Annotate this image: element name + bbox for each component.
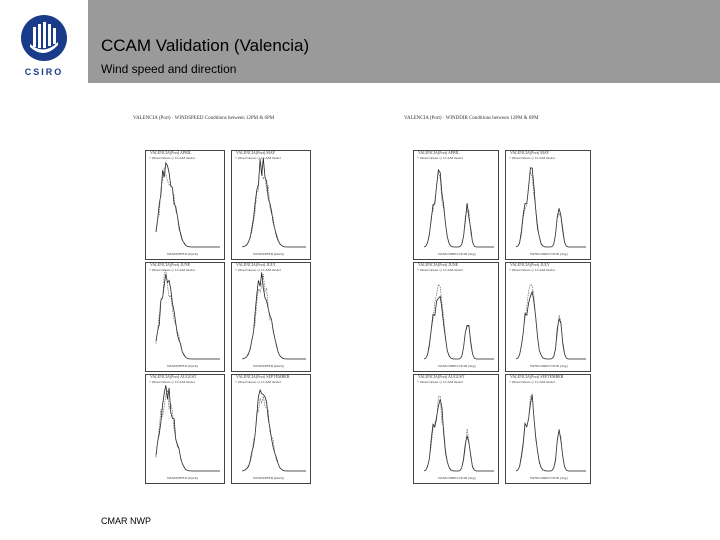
footer-text: CMAR NWP [101, 516, 151, 526]
right-figure-title: VALENCIA (Port) · WINDDIR Conditions bet… [404, 116, 539, 121]
panel-label: VALENCIA(Port) JUNE [150, 262, 191, 267]
model-series [155, 167, 220, 248]
panel-plot [155, 385, 220, 472]
panel-legend: + Observations ◇ CCAM model [417, 156, 463, 160]
panel-xlabel: WINDSPEED (km/h) [167, 252, 198, 256]
panel-legend: + Observations ◇ CCAM model [235, 156, 281, 160]
panel-label: VALENCIA(Port) MAY [236, 150, 276, 155]
panel-legend: + Observations ◇ CCAM model [235, 380, 281, 384]
panel-plot [423, 168, 494, 248]
model-series [155, 390, 220, 472]
panel-xlabel: WIND DIRECTION (deg) [438, 364, 476, 368]
panel-plot [155, 161, 220, 248]
panel-xlabel: WIND DIRECTION (deg) [438, 476, 476, 480]
panel-xlabel: WINDSPEED (km/h) [253, 476, 284, 480]
observations-series [423, 399, 494, 472]
panel-label: VALENCIA(Port) AUGUST [150, 374, 197, 379]
panel-xlabel: WIND DIRECTION (deg) [438, 252, 476, 256]
windspeed-panel: VALENCIA(Port) AUGUST + Observations ◇ CC… [145, 374, 225, 484]
observations-series [241, 272, 306, 360]
winddir-panel: VALENCIA(Port) APRIL + Observations ◇ CCA… [413, 150, 499, 260]
observations-series [515, 290, 586, 360]
csiro-logo: CSIRO [0, 0, 88, 83]
winddir-panel: VALENCIA(Port) SEPTEMBER + Observations ◇… [505, 374, 591, 484]
panel-label: VALENCIA(Port) MAY [510, 150, 550, 155]
panel-plot [515, 167, 586, 248]
slide-title: CCAM Validation (Valencia) [101, 36, 310, 55]
panel-xlabel: WINDSPEED (km/h) [167, 476, 198, 480]
winddir-panel: VALENCIA(Port) JUNE + Observations ◇ CCAM… [413, 262, 499, 372]
panel-legend: + Observations ◇ CCAM model [149, 156, 195, 160]
windspeed-panel: VALENCIA(Port) JUNE + Observations ◇ CCAM… [145, 262, 225, 372]
observations-series [423, 168, 494, 248]
model-series [423, 172, 494, 248]
header: CSIRO CCAM Validation (Valencia) Wind sp… [0, 0, 720, 83]
panel-label: VALENCIA(Port) SEPTEMBER [510, 374, 564, 379]
panel-plot [515, 283, 586, 360]
panel-label: VALENCIA(Port) JULY [510, 262, 550, 267]
panel-legend: + Observations ◇ CCAM model [417, 268, 463, 272]
panel-legend: + Observations ◇ CCAM model [509, 380, 555, 384]
model-series [515, 171, 586, 248]
panel-xlabel: WIND DIRECTION (deg) [530, 252, 568, 256]
observations-series [155, 274, 220, 360]
panel-label: VALENCIA(Port) JULY [236, 262, 276, 267]
panel-plot [423, 395, 494, 472]
windspeed-panel: VALENCIA(Port) APRIL + Observations ◇ CCA… [145, 150, 225, 260]
windspeed-panel: VALENCIA(Port) SEPTEMBER + Observations ◇… [231, 374, 311, 484]
winddir-panel: VALENCIA(Port) AUGUST + Observations ◇ CC… [413, 374, 499, 484]
panel-xlabel: WIND DIRECTION (deg) [530, 364, 568, 368]
observations-series [241, 388, 306, 472]
panel-xlabel: WINDSPEED (km/h) [253, 364, 284, 368]
model-series [423, 395, 494, 472]
panel-legend: + Observations ◇ CCAM model [149, 380, 195, 384]
panel-legend: + Observations ◇ CCAM model [417, 380, 463, 384]
panel-plot [241, 272, 306, 360]
observations-series [155, 161, 220, 248]
panel-plot [241, 158, 306, 248]
panel-legend: + Observations ◇ CCAM model [235, 268, 281, 272]
svg-text:CSIRO: CSIRO [25, 67, 64, 77]
observations-series [515, 394, 586, 472]
model-series [515, 393, 586, 472]
panel-legend: + Observations ◇ CCAM model [149, 268, 195, 272]
panel-label: VALENCIA(Port) APRIL [150, 150, 192, 155]
model-series [241, 158, 306, 248]
panel-plot [423, 283, 494, 360]
observations-series [155, 385, 220, 472]
title-bar [88, 0, 720, 83]
panel-plot [241, 388, 306, 472]
panel-plot [515, 393, 586, 472]
panel-xlabel: WINDSPEED (km/h) [167, 364, 198, 368]
windspeed-panel: VALENCIA(Port) MAY + Observations ◇ CCAM … [231, 150, 311, 260]
model-series [423, 283, 494, 360]
model-series [515, 283, 586, 360]
panel-label: VALENCIA(Port) APRIL [418, 150, 460, 155]
observations-series [515, 167, 586, 248]
observations-series [241, 158, 306, 248]
panel-xlabel: WIND DIRECTION (deg) [530, 476, 568, 480]
model-series [155, 269, 220, 360]
panel-label: VALENCIA(Port) AUGUST [418, 374, 465, 379]
panel-legend: + Observations ◇ CCAM model [509, 156, 555, 160]
winddir-panel: VALENCIA(Port) JULY + Observations ◇ CCAM… [505, 262, 591, 372]
panel-label: VALENCIA(Port) JUNE [418, 262, 459, 267]
model-series [241, 274, 306, 360]
model-series [241, 396, 306, 472]
panel-plot [155, 269, 220, 360]
panel-xlabel: WINDSPEED (km/h) [253, 252, 284, 256]
left-figure-title: VALENCIA (Port) · WINDSPEED Conditions b… [133, 116, 275, 121]
winddir-panel: VALENCIA(Port) MAY + Observations ◇ CCAM … [505, 150, 591, 260]
panel-legend: + Observations ◇ CCAM model [509, 268, 555, 272]
windspeed-panel: VALENCIA(Port) JULY + Observations ◇ CCAM… [231, 262, 311, 372]
panel-label: VALENCIA(Port) SEPTEMBER [236, 374, 290, 379]
slide-subtitle: Wind speed and direction [101, 62, 237, 76]
